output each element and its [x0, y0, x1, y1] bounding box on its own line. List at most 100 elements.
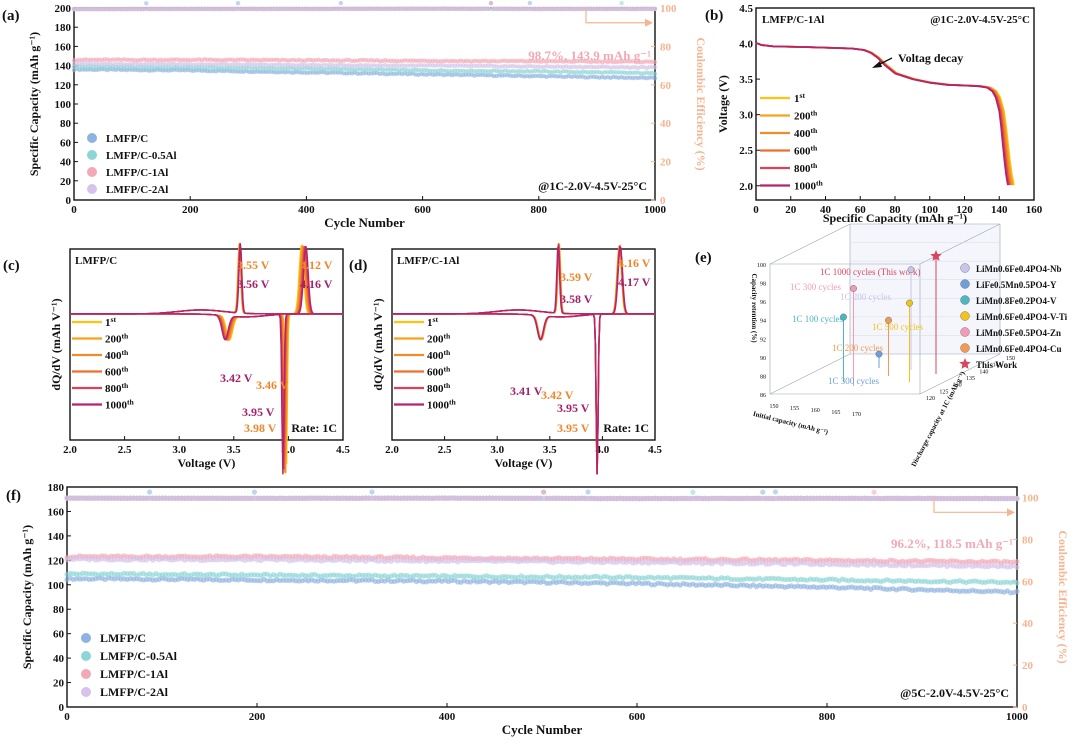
legend-marker: [81, 633, 91, 643]
panel-a-ytick-label: 160: [55, 41, 72, 53]
legend-marker: [960, 311, 970, 321]
legend-label-base: 800: [794, 163, 811, 175]
panel-c-xtick-label: 3.5: [227, 444, 241, 456]
y-axis-title: Specific Capacity (mAh g⁻¹): [27, 32, 41, 176]
z-tick-label: 88: [760, 374, 766, 380]
legend-label: 1st: [794, 91, 805, 106]
legend-label-base: 600: [794, 146, 811, 158]
legend-label-base: 1000: [427, 400, 450, 412]
y-axis-title: Specific Capacity (mAh g⁻¹): [20, 525, 34, 669]
y2-axis-title: Coulombic Efficiency (%): [1056, 530, 1070, 663]
condition-label: @1C-2.0V-4.5V-25°C: [930, 14, 1030, 26]
panel-title: LMFP/C: [75, 255, 117, 267]
peak-label: 3.58 V: [560, 292, 593, 306]
legend-marker: [960, 279, 970, 289]
legend-label-sup: th: [811, 143, 819, 152]
panel-c: 2.0 2.5 3.0 3.5 4.0 4.5(c)Voltage (V)dQ/dV (m…: [3, 242, 350, 475]
panel-b-ytick-label: 2.5: [739, 145, 753, 157]
legend-label-sup: th: [444, 381, 452, 390]
legend-label-sup: th: [122, 348, 130, 357]
legend-label-base: 1000: [794, 181, 817, 193]
ce-arrowhead: [645, 18, 653, 27]
panel-a-right-ytick-label: 60: [660, 80, 672, 92]
legend-label-base: 400: [105, 350, 122, 362]
capacity-series-LMFP/C-0.5Al: [64, 570, 1020, 586]
legend-label-sup: th: [122, 331, 130, 340]
legend-marker: [81, 651, 91, 661]
legend-label-sup: th: [122, 381, 130, 390]
x-axis-title: Specific Capacity (mAh g⁻¹): [823, 211, 967, 225]
legend-label-sup: th: [122, 364, 130, 373]
discharge-curve: [392, 313, 655, 475]
ce-series-LMFP/C-2Al: [64, 495, 1020, 502]
panel-e: (e) 86 88 90 92 94 96 98 100 150 155 160 165 170 120 12…: [695, 223, 1068, 468]
legend-label: LiMn0.6Fe0.4PO4-V-Ti: [976, 312, 1068, 322]
x-tick-label: 170: [852, 412, 861, 418]
panel-f-right-ytick-label: 0: [1022, 702, 1028, 714]
panel-a-ytick-label: 100: [55, 99, 72, 111]
panel-f-ytick-label: 100: [48, 580, 65, 592]
panel-b-ytick-label: 3.0: [739, 110, 753, 122]
panel-b-xtick-label: 160: [1026, 204, 1043, 216]
panel-a-ytick-label: 60: [60, 137, 72, 149]
legend-label-base: 200: [427, 334, 444, 346]
legend-star: [959, 358, 971, 369]
peak-label: 4.12 V: [300, 258, 333, 272]
z-axis-title: Capacity retention (%): [750, 273, 758, 343]
ce-series-LMFP/C-2Al: [71, 6, 658, 12]
panel-f-xtick-label: 600: [629, 711, 646, 723]
point-label: 1C 200 cycles: [832, 343, 883, 353]
legend-label: LMFP/C-2Al: [106, 184, 168, 196]
panel-d-xtick-label: 3.5: [543, 444, 557, 456]
panel-a-xtick-label: 400: [298, 204, 315, 216]
capacity-point: [652, 71, 658, 76]
panel-c-frame: [69, 248, 344, 441]
discharge-curve: [70, 313, 343, 475]
retention-annotation: 98.7%, 143.9 mAh g⁻¹: [528, 48, 651, 63]
legend-marker: [87, 133, 97, 143]
panel-f-ytick-label: 20: [53, 678, 65, 690]
z-tick-label: 90: [760, 356, 766, 362]
y-tick-label: 120: [926, 396, 935, 402]
panel-a-ytick-label: 0: [66, 195, 72, 207]
legend-label-base: 800: [105, 383, 122, 395]
panel-f-ytick-label: 160: [48, 506, 65, 518]
condition-label: @1C-2.0V-4.5V-25°C: [538, 179, 647, 193]
z-tick-label: 100: [757, 263, 766, 269]
panel-d-xtick-label: 4.0: [596, 444, 610, 456]
data-point: [885, 316, 892, 324]
capacity-series-LMFP/C-2Al: [71, 61, 658, 71]
peak-label: 3.56 V: [237, 277, 270, 291]
x-tick-label: 165: [831, 410, 840, 416]
peak-label: 3.42 V: [541, 388, 574, 402]
ce-point: [540, 489, 547, 495]
panel-a-ytick-label: 120: [55, 80, 72, 92]
legend-label: LMFP/C-2Al: [100, 685, 169, 699]
data-point: [907, 266, 915, 274]
capacity-series-LMFP/C-2Al: [64, 555, 1020, 570]
ce-point: [338, 0, 344, 6]
legend-label-sup: th: [816, 178, 824, 187]
ce-point: [147, 489, 153, 495]
panel-d-xtick-label: 3.0: [490, 444, 504, 456]
panel-b-xtick-label: 0: [753, 204, 759, 216]
ce-point: [760, 489, 766, 495]
panel-f-xtick-label: 200: [249, 711, 266, 723]
peak-label: 3.42 V: [220, 371, 253, 385]
ce-point: [1014, 495, 1020, 502]
legend-marker: [960, 263, 970, 273]
data-point: [875, 350, 883, 358]
panel-c-xtick-label: 3.0: [172, 444, 186, 456]
legend-label-base: 400: [794, 128, 811, 140]
legend-label: 200th: [105, 331, 129, 346]
panel-b-ytick-label: 3.5: [739, 74, 753, 86]
legend-label: 600th: [427, 364, 451, 379]
panel-title: LMFP/C-1Al: [397, 255, 459, 267]
legend-label: LiMn0.6Fe0.4PO4-Nb: [976, 264, 1062, 274]
ce-point: [488, 0, 494, 6]
capacity-series-LMFP/C-1Al: [71, 57, 658, 65]
legend-label-base: 1: [105, 317, 111, 329]
panel-b: 0 20 40 60 80 100 120 140 160 2.0 2.5 3.0 3.5 4.0 4.5 (…: [705, 3, 1043, 225]
legend-label: LMFP/C-1Al: [100, 667, 169, 681]
peak-label: 3.59 V: [560, 270, 593, 284]
